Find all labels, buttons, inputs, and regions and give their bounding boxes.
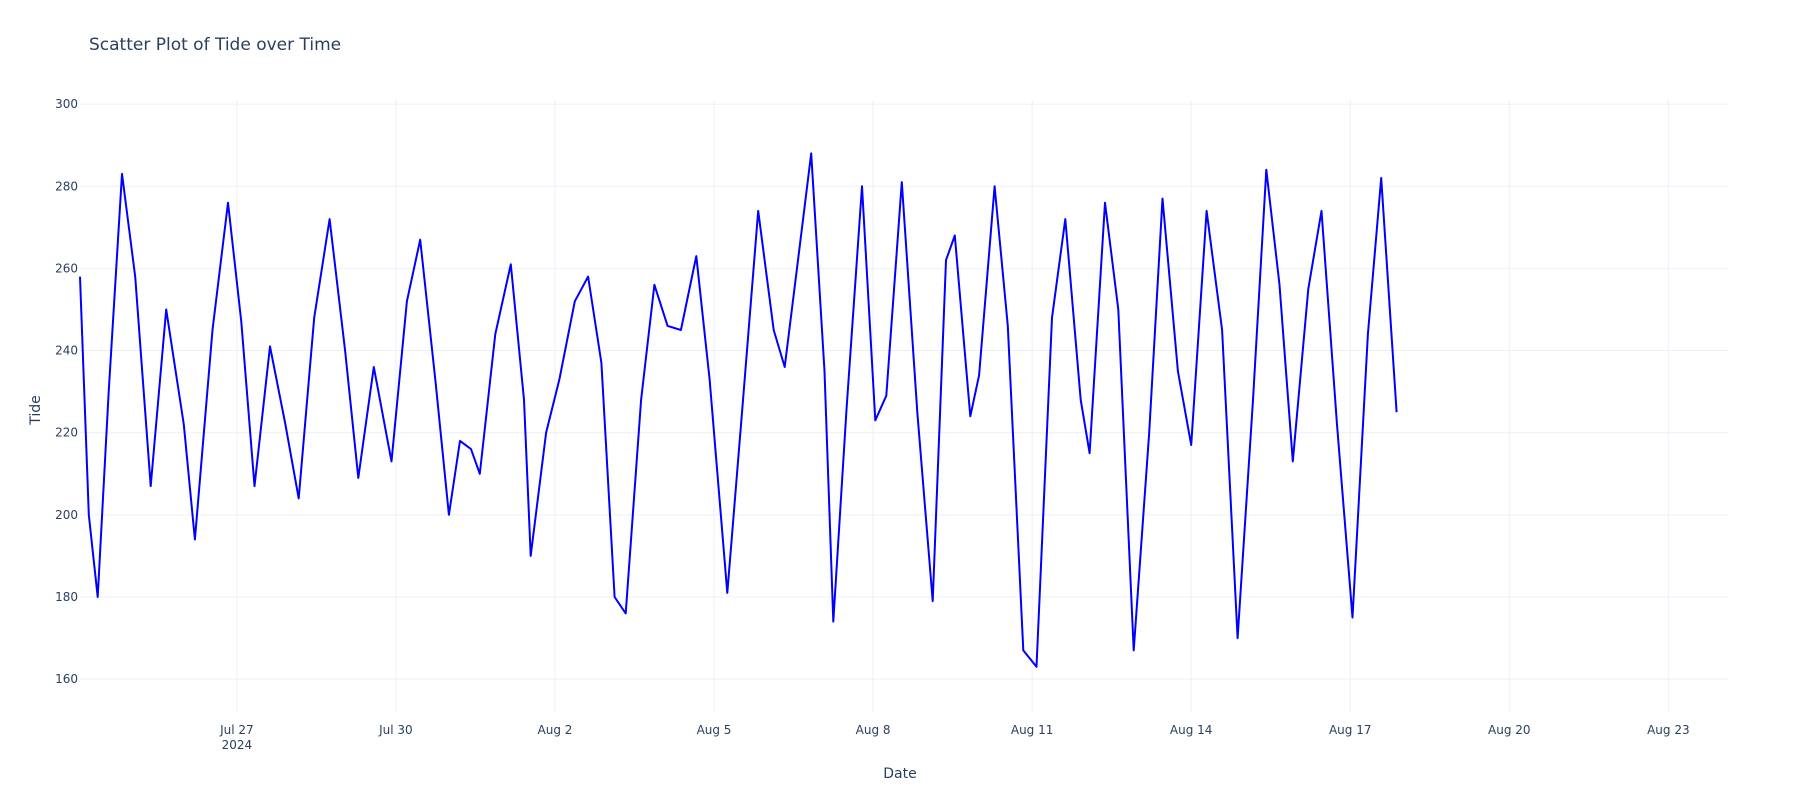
x-tick-label: Aug 5 xyxy=(697,723,732,737)
x-tick-label: Aug 11 xyxy=(1011,723,1054,737)
x-tick-label: Aug 14 xyxy=(1170,723,1213,737)
y-gridlines xyxy=(80,103,1728,680)
x-gridlines xyxy=(236,100,1669,712)
y-tick-label: 220 xyxy=(55,426,78,440)
x-tick-label: Aug 2 xyxy=(538,723,573,737)
y-tick-label: 280 xyxy=(55,179,78,193)
series-line xyxy=(79,152,1398,668)
x-axis-title: Date xyxy=(883,766,916,782)
x-tick-label: Aug 8 xyxy=(856,723,891,737)
series-layer xyxy=(79,152,1398,668)
x-tick-label: Aug 17 xyxy=(1329,723,1372,737)
y-tick-label: 180 xyxy=(55,590,78,604)
y-tick-label: 160 xyxy=(55,672,78,686)
x-tick-sublabel: 2024 xyxy=(222,738,253,752)
y-tick-labels: 160 180 200 220 240 260 280 300 xyxy=(55,97,78,686)
y-tick-label: 240 xyxy=(55,344,78,358)
x-tick-label: Aug 20 xyxy=(1488,723,1531,737)
y-tick-label: 260 xyxy=(55,261,78,275)
y-tick-label: 200 xyxy=(55,508,78,522)
y-axis-title: Tide xyxy=(28,395,44,426)
x-tick-label: Aug 23 xyxy=(1647,723,1690,737)
x-tick-label: Jul 27 xyxy=(219,723,254,737)
y-tick-label: 300 xyxy=(55,97,78,111)
x-tick-label: Jul 30 xyxy=(378,723,413,737)
chart-title: Scatter Plot of Tide over Time xyxy=(89,35,341,55)
